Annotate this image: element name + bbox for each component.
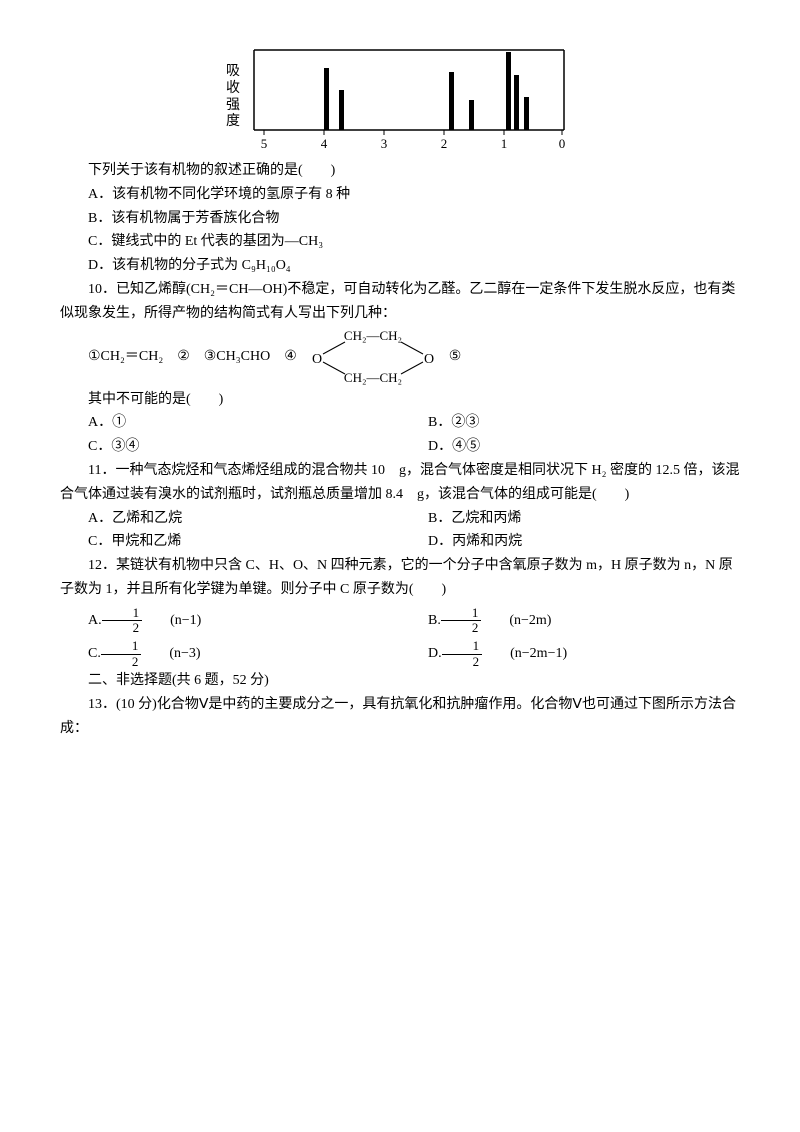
svg-text:CH₂—CH₂: CH₂—CH₂ [344, 328, 402, 343]
dioxane-ring: CH₂—CH₂ CH₂—CH₂ O O [303, 328, 443, 386]
q10-stem: 10．已知乙烯醇(CH₂＝CH—OH)不稳定，可自动转化为乙醛。乙二醇在一定条件… [60, 278, 740, 326]
svg-text:O: O [424, 352, 434, 367]
svg-text:0: 0 [559, 136, 566, 151]
q9-D: D．该有机物的分子式为 C₉H₁₀O₄ [60, 254, 740, 278]
q9-A: A．该有机物不同化学环境的氢原子有 8 种 [60, 183, 740, 207]
y-axis-label: 吸 收 强 度 [226, 64, 240, 131]
q10-options-line: ①CH₂＝CH₂ ② ③CH₃CHO ④ CH₂—CH₂ CH₂—CH₂ O O… [60, 328, 740, 386]
q9-stem: 下列关于该有机物的叙述正确的是( ) [60, 159, 740, 183]
q13-stem: 13．(10 分)化合物Ⅴ是中药的主要成分之一，具有抗氧化和抗肿瘤作用。化合物Ⅴ… [60, 693, 740, 741]
q12-stem: 12．某链状有机物中只含 C、H、O、N 四种元素，它的一个分子中含氧原子数为 … [60, 554, 740, 602]
q11-stem: 11．一种气态烷烃和气态烯烃组成的混合物共 10 g，混合气体密度是相同状况下 … [60, 459, 740, 507]
q9-B: B．该有机物属于芳香族化合物 [60, 207, 740, 231]
q10-row1: A．①B．②③ [60, 411, 740, 435]
q9-C: C．键线式中的 Et 代表的基团为—CH₃ [60, 230, 740, 254]
svg-text:2: 2 [441, 136, 448, 151]
svg-text:4: 4 [321, 136, 328, 151]
q11-row2: C．甲烷和乙烯D．丙烯和丙烷 [60, 530, 740, 554]
svg-text:O: O [312, 352, 322, 367]
q10-row2: C．③④D．④⑤ [60, 435, 740, 459]
svg-text:5: 5 [261, 136, 268, 151]
svg-text:1: 1 [501, 136, 508, 151]
nmr-svg: 5 4 3 2 1 0 [244, 40, 574, 155]
nmr-chart: 吸 收 强 度 5 4 3 2 1 0 [60, 40, 740, 155]
q12-row1: A.12(n−1) B.12(n−2m) [60, 606, 740, 636]
q11-row1: A．乙烯和乙烷B．乙烷和丙烯 [60, 507, 740, 531]
svg-text:3: 3 [381, 136, 388, 151]
section2-title: 二、非选择题(共 6 题，52 分) [60, 669, 740, 693]
svg-text:CH₂—CH₂: CH₂—CH₂ [344, 370, 402, 385]
q10-q: 其中不可能的是( ) [60, 388, 740, 412]
q12-row2: C.12(n−3) D.12(n−2m−1) [60, 639, 740, 669]
